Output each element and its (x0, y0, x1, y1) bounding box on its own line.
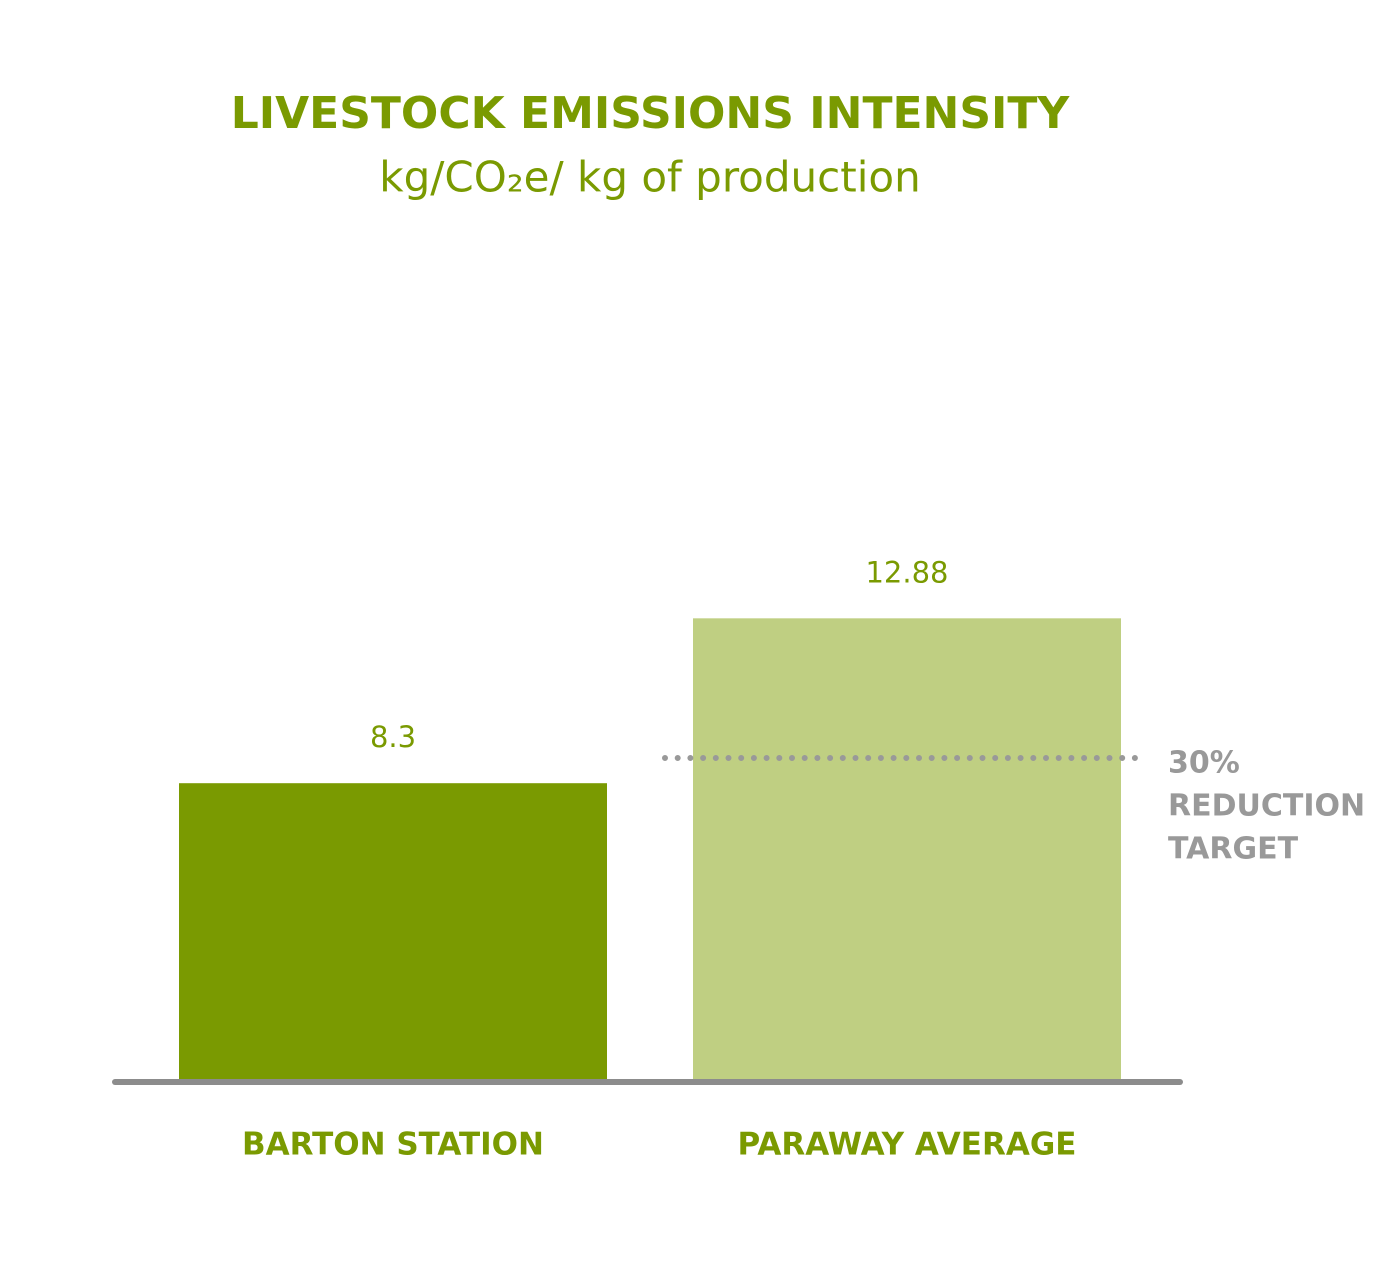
bar (179, 783, 607, 1082)
chart-title: LIVESTOCK EMISSIONS INTENSITY (231, 88, 1071, 139)
value-label: 12.88 (865, 555, 948, 589)
chart-subtitle: kg/CO₂e/ kg of production (379, 153, 920, 202)
value-label: 8.3 (370, 720, 416, 754)
target-label: REDUCTION (1168, 789, 1365, 824)
bar (693, 618, 1121, 1082)
target-label: TARGET (1168, 832, 1299, 867)
x-tick-label: BARTON STATION (242, 1127, 544, 1163)
x-tick-label: PARAWAY AVERAGE (738, 1127, 1077, 1163)
target-label: 30% (1168, 746, 1240, 781)
